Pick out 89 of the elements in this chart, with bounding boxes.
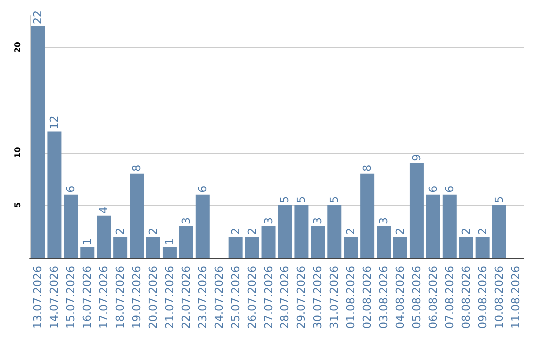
- bar: [262, 226, 276, 258]
- data-label: 2: [460, 228, 473, 235]
- data-label: 2: [147, 228, 160, 235]
- data-label: 2: [344, 228, 358, 235]
- data-label: 9: [410, 154, 424, 162]
- data-label: 2: [114, 228, 128, 235]
- bar: [442, 194, 457, 258]
- bar: [377, 226, 392, 258]
- data-label: 8: [130, 164, 144, 172]
- data-label: 5: [328, 196, 342, 204]
- bar: [394, 236, 408, 258]
- data-label: 2: [246, 228, 259, 235]
- bar: [476, 236, 490, 258]
- data-label: 3: [312, 217, 325, 224]
- data-label: 5: [492, 196, 506, 204]
- bar: [311, 226, 326, 258]
- x-tick-label: 13.07.2026: [32, 266, 45, 330]
- bar: [328, 205, 342, 258]
- bar: [114, 236, 128, 258]
- x-tick-label: 29.07.2026: [295, 266, 308, 330]
- data-label: 4: [98, 206, 111, 214]
- data-label: 2: [229, 228, 242, 235]
- bar: [80, 247, 95, 258]
- x-tick-label: 04.08.2026: [394, 266, 407, 330]
- x-tick-label: 14.07.2026: [48, 266, 62, 330]
- bar: [245, 236, 260, 258]
- bar: [344, 236, 358, 258]
- data-label: 8: [361, 164, 374, 172]
- x-tick-label: 03.08.2026: [378, 266, 391, 330]
- bar: [48, 132, 62, 258]
- bar: [64, 194, 78, 258]
- bar: [179, 226, 194, 258]
- x-tick-label: 16.07.2026: [81, 266, 94, 330]
- x-tick-label: 11.08.2026: [509, 266, 522, 330]
- bar: [228, 236, 243, 258]
- data-label: 22: [32, 10, 45, 25]
- x-tick-label: 28.07.2026: [278, 266, 292, 330]
- x-tick-label: 15.07.2026: [64, 266, 78, 330]
- data-label: 3: [262, 217, 276, 224]
- data-label: 1: [163, 238, 176, 246]
- data-label: 5: [278, 196, 292, 204]
- x-tick-label: 20.07.2026: [147, 266, 160, 330]
- data-label: 6: [443, 186, 456, 193]
- x-tick-label: 24.07.2026: [212, 266, 226, 330]
- bar: [426, 194, 440, 258]
- data-label: 6: [196, 186, 210, 193]
- x-tick-label: 21.07.2026: [163, 266, 176, 330]
- x-tick-label: 05.08.2026: [410, 266, 424, 330]
- bar: [97, 216, 112, 258]
- bar: [196, 194, 210, 258]
- x-tick-label: 17.07.2026: [98, 266, 111, 330]
- y-tick-label: 10: [14, 146, 22, 158]
- x-tick-label: 19.07.2026: [130, 266, 144, 330]
- y-tick-label: 5: [14, 202, 22, 208]
- bar: [130, 174, 144, 258]
- x-tick-label: 25.07.2026: [229, 266, 242, 330]
- bar: [31, 26, 46, 258]
- x-tick-label: 02.08.2026: [361, 266, 374, 330]
- bar: [492, 205, 506, 258]
- bar: [294, 205, 309, 258]
- bar: [360, 174, 375, 258]
- x-tick-label: 26.07.2026: [246, 266, 259, 330]
- x-tick-label: 01.08.2026: [344, 266, 358, 330]
- x-tick-label: 27.07.2026: [262, 266, 276, 330]
- data-label: 3: [180, 217, 193, 224]
- data-label: 1: [81, 238, 94, 246]
- x-tick-label: 31.07.2026: [328, 266, 342, 330]
- data-label: 6: [64, 186, 78, 193]
- x-tick-label: 06.08.2026: [426, 266, 440, 330]
- data-label: 12: [48, 116, 62, 130]
- data-label: 5: [295, 196, 308, 204]
- x-tick-label: 22.07.2026: [180, 266, 193, 330]
- bar: [146, 236, 160, 258]
- data-label: 6: [426, 186, 440, 193]
- bar: [162, 247, 177, 258]
- x-tick-label: 18.07.2026: [114, 266, 128, 330]
- bar: [278, 205, 292, 258]
- x-tick-label: 07.08.2026: [443, 266, 456, 330]
- y-tick-label: 20: [14, 42, 22, 54]
- data-label: 2: [394, 228, 407, 235]
- x-tick-label: 23.07.2026: [196, 266, 210, 330]
- x-tick-label: 09.08.2026: [476, 266, 490, 330]
- data-label: 3: [378, 217, 391, 224]
- data-label: 2: [476, 228, 490, 235]
- x-tick-label: 30.07.2026: [312, 266, 325, 330]
- bar: [459, 236, 474, 258]
- bar: [410, 163, 424, 258]
- x-tick-label: 08.08.2026: [460, 266, 473, 330]
- x-tick-label: 10.08.2026: [492, 266, 506, 330]
